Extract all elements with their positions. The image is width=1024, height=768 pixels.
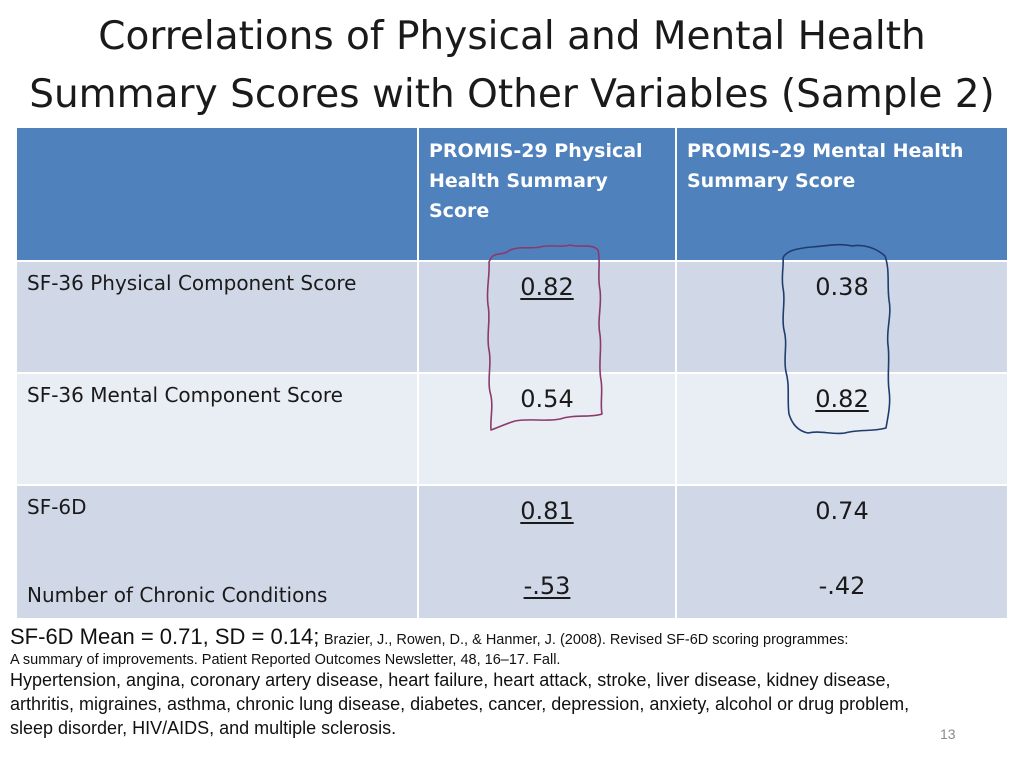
sf6d-stats: SF-6D Mean = 0.71, SD = 0.14; bbox=[10, 624, 320, 649]
header-physical-summary: PROMIS-29 Physical Health Summary Score bbox=[419, 128, 675, 260]
header-physical-line-1: PROMIS-29 Physical bbox=[429, 140, 643, 162]
header-physical-line-3: Score bbox=[429, 200, 490, 222]
row-label-sf36-physical: SF-36 Physical Component Score bbox=[17, 262, 417, 372]
row-label-text: SF-36 Mental Component Score bbox=[27, 383, 343, 407]
page-number: 13 bbox=[940, 726, 956, 742]
value-text: 0.54 bbox=[520, 385, 574, 413]
header-physical-line-2: Health Summary bbox=[429, 170, 608, 192]
cell-sf6d-chronic-vs-mental: 0.74 -.42 bbox=[677, 486, 1007, 618]
footnote: SF-6D Mean = 0.71, SD = 0.14; Brazier, J… bbox=[10, 624, 1015, 740]
cell-sf36-mental-vs-mental: 0.82 bbox=[677, 374, 1007, 484]
row-label-chronic-conditions: Number of Chronic Conditions bbox=[27, 583, 328, 607]
correlation-table: PROMIS-29 Physical Health Summary Score … bbox=[17, 128, 1007, 618]
slide-title: Correlations of Physical and Mental Heal… bbox=[0, 8, 1024, 124]
value-sf6d-physical: 0.81 bbox=[520, 497, 574, 525]
value-chronic-mental: -.42 bbox=[818, 572, 866, 600]
row-label-text: SF-36 Physical Component Score bbox=[27, 271, 357, 295]
header-mental-line-1: PROMIS-29 Mental Health bbox=[687, 140, 964, 162]
row-label-sf6d-chronic: SF-6D Number of Chronic Conditions bbox=[17, 486, 417, 618]
header-empty-cell bbox=[17, 128, 417, 260]
value-chronic-physical: -.53 bbox=[523, 572, 571, 600]
title-line-2: Summary Scores with Other Variables (Sam… bbox=[29, 72, 995, 117]
conditions-line-3: sleep disorder, HIV/AIDS, and multiple s… bbox=[10, 718, 397, 738]
row-label-sf6d: SF-6D bbox=[27, 495, 87, 519]
value-text: 0.82 bbox=[520, 273, 574, 301]
cell-sf36-mental-vs-physical: 0.54 bbox=[419, 374, 675, 484]
cell-sf36-physical-vs-mental: 0.38 bbox=[677, 262, 1007, 372]
citation-part-1: Brazier, J., Rowen, D., & Hanmer, J. (20… bbox=[323, 632, 849, 648]
citation-part-2: A summary of improvements. Patient Repor… bbox=[10, 652, 561, 668]
value-text: 0.82 bbox=[815, 385, 869, 413]
header-mental-line-2: Summary Score bbox=[687, 170, 856, 192]
cell-sf36-physical-vs-physical: 0.82 bbox=[419, 262, 675, 372]
value-sf6d-mental: 0.74 bbox=[815, 497, 869, 525]
cell-sf6d-chronic-vs-physical: 0.81 -.53 bbox=[419, 486, 675, 618]
row-label-sf36-mental: SF-36 Mental Component Score bbox=[17, 374, 417, 484]
conditions-line-1: Hypertension, angina, coronary artery di… bbox=[10, 670, 891, 690]
header-mental-summary: PROMIS-29 Mental Health Summary Score bbox=[677, 128, 1007, 260]
value-text: 0.38 bbox=[815, 273, 869, 301]
title-line-1: Correlations of Physical and Mental Heal… bbox=[98, 14, 926, 59]
conditions-line-2: arthritis, migraines, asthma, chronic lu… bbox=[10, 694, 910, 714]
